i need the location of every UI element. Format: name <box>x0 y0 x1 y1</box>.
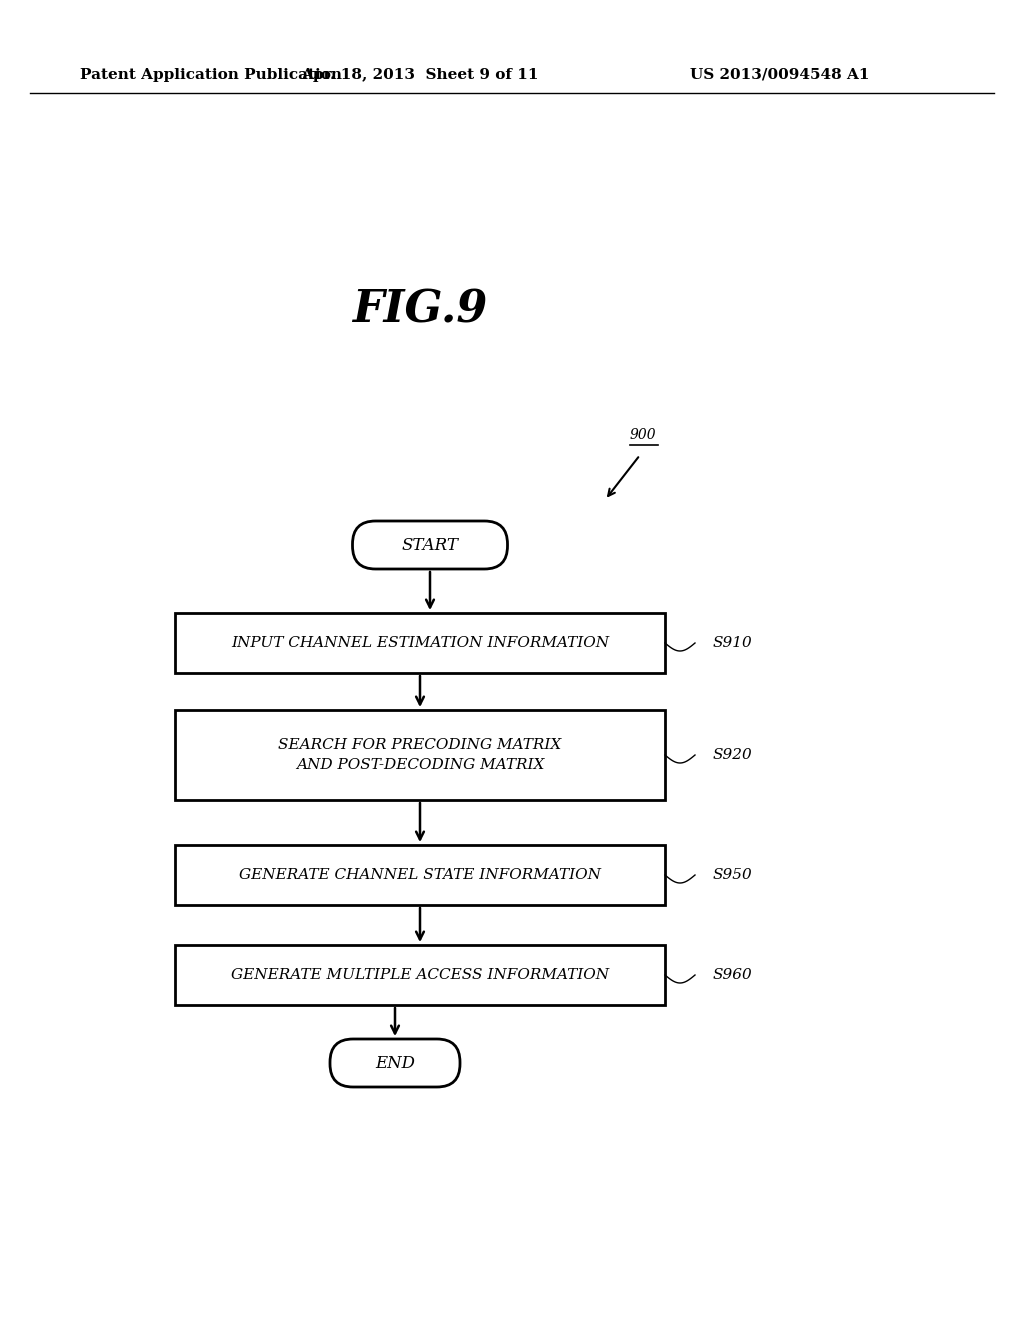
Text: GENERATE CHANNEL STATE INFORMATION: GENERATE CHANNEL STATE INFORMATION <box>239 869 601 882</box>
Text: GENERATE MULTIPLE ACCESS INFORMATION: GENERATE MULTIPLE ACCESS INFORMATION <box>231 968 609 982</box>
Bar <box>175 945 665 1005</box>
FancyBboxPatch shape <box>330 1039 460 1086</box>
Text: S910: S910 <box>713 636 753 649</box>
Bar <box>175 845 665 906</box>
Text: S950: S950 <box>713 869 753 882</box>
Text: Patent Application Publication: Patent Application Publication <box>80 69 342 82</box>
Bar <box>175 612 665 673</box>
Text: INPUT CHANNEL ESTIMATION INFORMATION: INPUT CHANNEL ESTIMATION INFORMATION <box>231 636 609 649</box>
Text: US 2013/0094548 A1: US 2013/0094548 A1 <box>690 69 869 82</box>
Bar <box>175 710 665 800</box>
Text: S920: S920 <box>713 748 753 762</box>
Text: Apr. 18, 2013  Sheet 9 of 11: Apr. 18, 2013 Sheet 9 of 11 <box>301 69 539 82</box>
Text: S960: S960 <box>713 968 753 982</box>
Text: FIG.9: FIG.9 <box>352 289 487 331</box>
Text: END: END <box>375 1055 415 1072</box>
Text: 900: 900 <box>630 428 656 442</box>
Text: SEARCH FOR PRECODING MATRIX
AND POST-DECODING MATRIX: SEARCH FOR PRECODING MATRIX AND POST-DEC… <box>279 738 561 772</box>
FancyBboxPatch shape <box>352 521 508 569</box>
Text: START: START <box>401 536 459 553</box>
